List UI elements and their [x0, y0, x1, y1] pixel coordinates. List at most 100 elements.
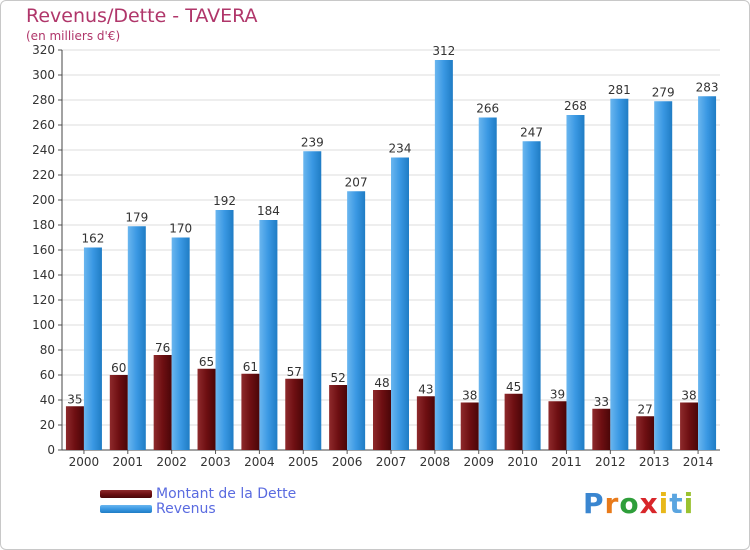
y-tick-label: 220: [32, 168, 55, 182]
y-tick-label: 140: [32, 268, 55, 282]
y-tick-label: 320: [32, 43, 55, 57]
data-label-debt: 65: [199, 355, 214, 369]
logo-letter: i: [683, 487, 695, 520]
bar-debt: [285, 378, 304, 450]
data-label-debt: 76: [155, 341, 170, 355]
data-label-revenue: 234: [389, 142, 412, 156]
bar-debt: [109, 375, 128, 450]
x-tick-label: 2003: [200, 455, 231, 469]
y-tick-label: 20: [40, 418, 55, 432]
y-tick-label: 60: [40, 368, 55, 382]
bar-revenue: [127, 226, 146, 450]
data-label-revenue: 162: [81, 232, 104, 246]
chart-subtitle: (en milliers d'€): [26, 29, 121, 43]
bar-revenue: [434, 60, 453, 450]
bar-revenue: [478, 117, 497, 450]
x-tick-label: 2012: [595, 455, 626, 469]
data-label-debt: 48: [374, 376, 389, 390]
data-label-revenue: 268: [564, 99, 587, 113]
bar-debt: [373, 390, 391, 450]
y-tick-label: 180: [32, 218, 55, 232]
chart-title: Revenus/Dette - TAVERA: [26, 5, 258, 27]
logo-letter: r: [604, 487, 620, 520]
x-tick-label: 2014: [683, 455, 714, 469]
bar-debt: [65, 406, 84, 450]
data-label-revenue: 266: [476, 102, 499, 116]
bar-debt: [548, 401, 567, 450]
x-tick-label: 2000: [69, 455, 100, 469]
x-tick-label: 2007: [376, 455, 407, 469]
data-label-revenue: 170: [169, 222, 192, 236]
bar-revenue: [391, 157, 409, 450]
bar-debt: [636, 416, 655, 450]
data-label-revenue: 207: [345, 175, 368, 189]
data-label-revenue: 239: [301, 135, 324, 149]
data-label-debt: 33: [594, 395, 609, 409]
data-label-revenue: 192: [213, 194, 236, 208]
y-tick-label: 40: [40, 393, 55, 407]
data-label-debt: 43: [418, 382, 433, 396]
data-label-debt: 61: [243, 360, 258, 374]
legend-item-debt: Montant de la Dette: [100, 486, 296, 502]
bar-debt: [460, 402, 479, 450]
legend-label-revenue: Revenus: [156, 501, 216, 517]
bar-debt: [592, 408, 611, 450]
bar-debt: [416, 396, 435, 450]
data-label-revenue: 281: [608, 83, 631, 97]
legend-item-revenue: Revenus: [100, 501, 216, 517]
bar-debt: [153, 355, 172, 450]
y-tick-label: 0: [47, 443, 55, 457]
data-label-debt: 45: [506, 380, 521, 394]
bar-revenue: [259, 220, 278, 450]
data-label-debt: 35: [67, 392, 82, 406]
bar-revenue: [171, 237, 190, 450]
logo-letter: i: [658, 487, 670, 520]
y-tick-label: 240: [32, 143, 55, 157]
bar-debt: [504, 393, 523, 450]
logo-letter: o: [619, 487, 640, 520]
y-tick-label: 120: [32, 293, 55, 307]
bar-revenue: [303, 151, 322, 450]
bar-debt: [241, 373, 260, 450]
bar-debt: [329, 385, 348, 450]
legend-swatch-revenue: [100, 505, 152, 513]
y-tick-label: 80: [40, 343, 55, 357]
data-label-revenue: 279: [652, 85, 675, 99]
legend-label-debt: Montant de la Dette: [156, 486, 297, 502]
legend-swatch-debt: [100, 490, 152, 498]
bar-revenue: [83, 247, 102, 450]
x-tick-label: 2010: [507, 455, 538, 469]
data-label-revenue: 179: [125, 210, 148, 224]
data-label-revenue: 247: [520, 125, 543, 139]
x-tick-label: 2013: [639, 455, 670, 469]
bar-revenue: [347, 191, 366, 450]
x-tick-label: 2001: [113, 455, 144, 469]
data-label-revenue: 283: [696, 80, 719, 94]
bar-revenue: [654, 101, 673, 450]
data-label-debt: 39: [550, 387, 565, 401]
logo-letter: t: [669, 487, 684, 520]
y-tick-label: 200: [32, 193, 55, 207]
bar-revenue: [566, 115, 585, 450]
bar-revenue: [215, 210, 234, 450]
x-tick-label: 2005: [288, 455, 319, 469]
data-label-debt: 52: [330, 371, 345, 385]
x-tick-label: 2008: [420, 455, 451, 469]
bar-revenue: [522, 141, 541, 450]
proxiti-logo: Proxiti: [583, 487, 694, 520]
logo-letter: x: [639, 487, 659, 520]
y-tick-label: 280: [32, 93, 55, 107]
data-label-debt: 38: [462, 389, 477, 403]
logo-letter: P: [583, 487, 605, 520]
data-label-debt: 60: [111, 361, 126, 375]
data-label-debt: 27: [638, 402, 653, 416]
data-label-debt: 38: [681, 389, 696, 403]
data-label-revenue: 184: [257, 204, 280, 218]
y-tick-label: 160: [32, 243, 55, 257]
x-tick-label: 2006: [332, 455, 363, 469]
bar-revenue: [698, 96, 717, 450]
x-tick-label: 2011: [551, 455, 582, 469]
x-tick-label: 2002: [156, 455, 187, 469]
data-label-debt: 57: [287, 365, 302, 379]
